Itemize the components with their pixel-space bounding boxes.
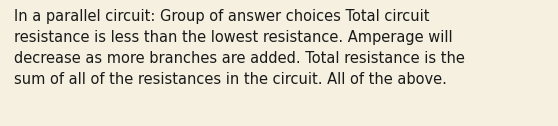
Text: In a parallel circuit: Group of answer choices Total circuit
resistance is less : In a parallel circuit: Group of answer c…: [14, 9, 465, 87]
